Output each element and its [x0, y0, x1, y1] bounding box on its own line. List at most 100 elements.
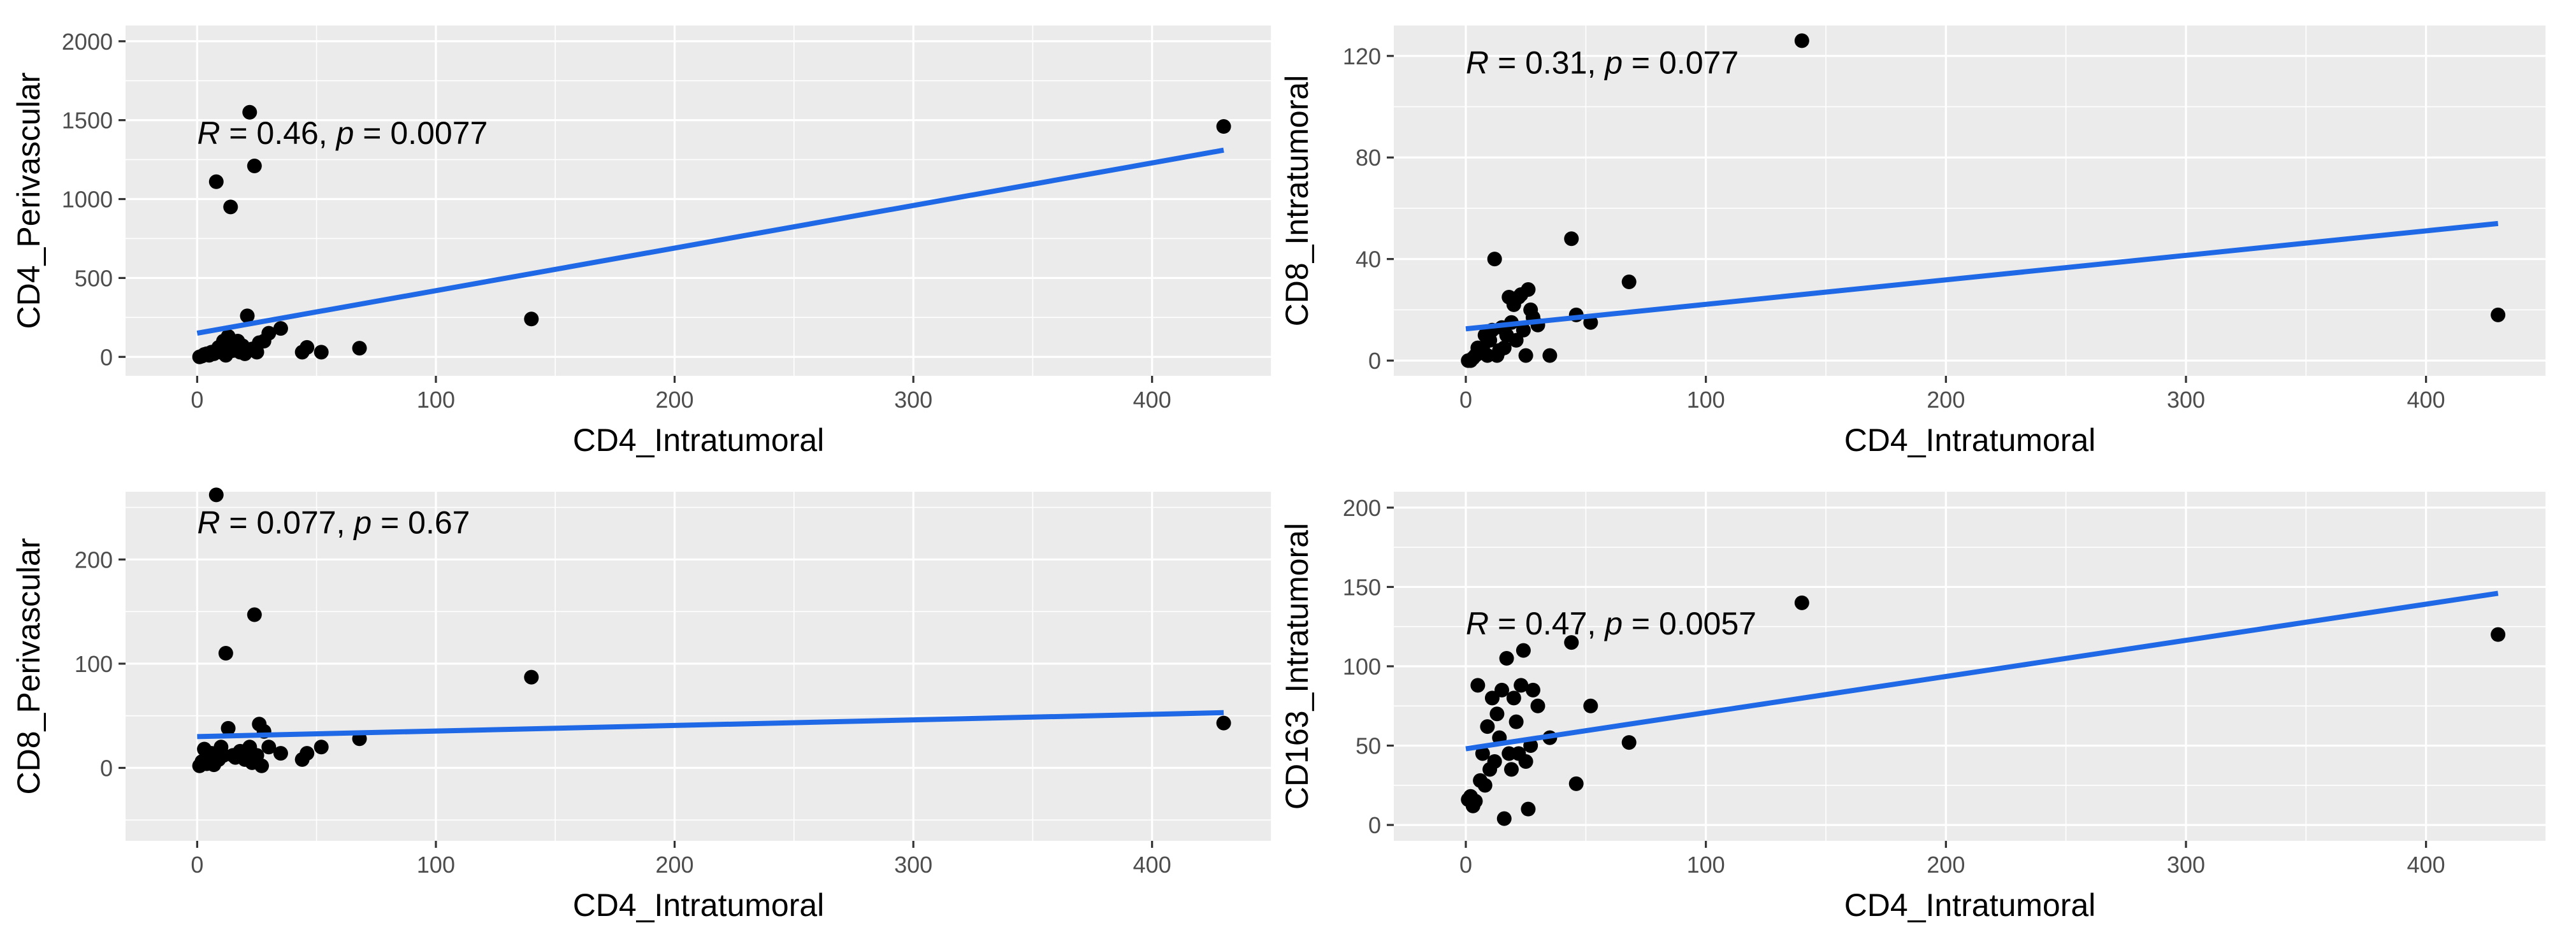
correlation-annotation: R = 0.46, p = 0.0077 — [197, 115, 488, 151]
data-point — [1484, 690, 1500, 706]
data-point — [1501, 746, 1517, 761]
data-point — [1514, 678, 1529, 693]
x-tick-label: 400 — [2407, 852, 2445, 878]
data-point — [247, 607, 262, 622]
y-tick-label: 100 — [1343, 654, 1381, 680]
data-point — [1461, 353, 1476, 368]
x-tick-label: 200 — [656, 852, 694, 878]
x-tick-label: 400 — [1133, 387, 1171, 413]
x-tick-label: 0 — [1459, 387, 1472, 413]
correlation-annotation: R = 0.31, p = 0.077 — [1466, 45, 1739, 81]
data-point — [1518, 348, 1533, 363]
x-tick-label: 200 — [1927, 387, 1965, 413]
y-axis-title: CD8_Perivascular — [11, 538, 47, 795]
data-point — [192, 349, 207, 364]
x-tick-label: 0 — [1459, 852, 1472, 878]
regression-line — [1465, 220, 2499, 332]
panel-cd8-perivascular: 0 100 200 300 400 0 100 200 CD4_Intratumoral CD8_… — [11, 487, 1272, 923]
x-tick-label: 200 — [1927, 852, 1965, 878]
panel-background — [126, 25, 1271, 376]
data-point — [1509, 714, 1524, 729]
data-point — [1514, 287, 1529, 302]
data-point — [1470, 678, 1486, 693]
data-point — [1621, 735, 1637, 750]
data-point — [1504, 762, 1519, 777]
data-point — [192, 758, 207, 773]
data-point — [1583, 698, 1598, 713]
data-point — [1525, 682, 1540, 697]
data-point — [2491, 627, 2506, 642]
data-point — [261, 740, 277, 755]
y-tick-label: 50 — [1356, 733, 1381, 759]
x-tick-label: 100 — [417, 387, 455, 413]
x-tick-label: 0 — [191, 387, 203, 413]
data-point — [252, 717, 267, 732]
regression-line — [196, 147, 1224, 336]
data-point — [1516, 322, 1531, 338]
y-axis-title: CD8_Intratumoral — [1279, 75, 1315, 327]
y-tick-label: 0 — [1368, 812, 1381, 838]
y-tick-label: 0 — [100, 344, 113, 370]
panel-cd4-perivascular: 0 100 200 300 400 0 500 1000 1500 2000 CD4_Intratu… — [11, 25, 1272, 458]
data-point — [314, 740, 329, 755]
correlation-annotation: R = 0.47, p = 0.0057 — [1466, 606, 1756, 641]
data-point — [314, 345, 329, 360]
data-point — [1530, 698, 1545, 713]
x-axis-title: CD4_Intratumoral — [573, 422, 825, 458]
data-point — [254, 758, 270, 773]
data-point — [247, 343, 262, 358]
y-tick-label: 80 — [1356, 145, 1381, 171]
data-point — [1475, 746, 1490, 761]
regression-line — [1465, 590, 2499, 752]
x-tick-label: 400 — [2407, 387, 2445, 413]
data-point — [223, 199, 238, 215]
x-axis-title: CD4_Intratumoral — [1844, 422, 2096, 458]
data-point — [218, 646, 233, 661]
data-point — [524, 311, 539, 327]
data-point — [1499, 651, 1514, 666]
y-tick-label: 200 — [1343, 495, 1381, 521]
x-tick-label: 100 — [417, 852, 455, 878]
x-tick-label: 100 — [1687, 387, 1725, 413]
data-point — [1489, 706, 1505, 722]
data-point — [1542, 348, 1558, 363]
y-tick-label: 1000 — [62, 187, 113, 213]
data-point — [1501, 289, 1517, 304]
x-tick-label: 200 — [656, 387, 694, 413]
x-tick-label: 300 — [894, 387, 932, 413]
data-point — [1621, 275, 1637, 290]
data-point — [1473, 773, 1488, 788]
data-point — [1216, 119, 1231, 134]
x-tick-label: 300 — [2167, 387, 2205, 413]
data-point — [208, 174, 224, 189]
x-tick-label: 300 — [2167, 852, 2205, 878]
x-axis-title: CD4_Intratumoral — [1844, 887, 2096, 923]
data-point — [294, 752, 310, 767]
data-point — [1216, 715, 1231, 731]
x-axis-title: CD4_Intratumoral — [573, 887, 825, 923]
y-tick-label: 1500 — [62, 108, 113, 134]
data-point — [1521, 801, 1536, 817]
x-tick-label: 300 — [894, 852, 932, 878]
data-point — [273, 321, 288, 336]
data-point — [240, 308, 255, 324]
data-point — [247, 158, 262, 173]
regression-line — [197, 710, 1224, 740]
x-tick-label: 400 — [1133, 852, 1171, 878]
data-point — [197, 741, 212, 757]
data-point — [242, 104, 257, 120]
data-point — [2491, 307, 2506, 322]
data-point — [1564, 231, 1579, 247]
data-point — [273, 746, 288, 761]
data-point — [524, 669, 539, 685]
data-point — [208, 487, 224, 503]
data-point — [1516, 643, 1531, 658]
correlation-annotation: R = 0.077, p = 0.67 — [197, 504, 470, 540]
y-tick-label: 40 — [1356, 247, 1381, 273]
data-point — [1487, 252, 1502, 267]
y-tick-label: 2000 — [62, 29, 113, 55]
y-tick-label: 100 — [75, 651, 113, 677]
data-point — [1482, 762, 1498, 777]
y-tick-label: 500 — [75, 265, 113, 291]
